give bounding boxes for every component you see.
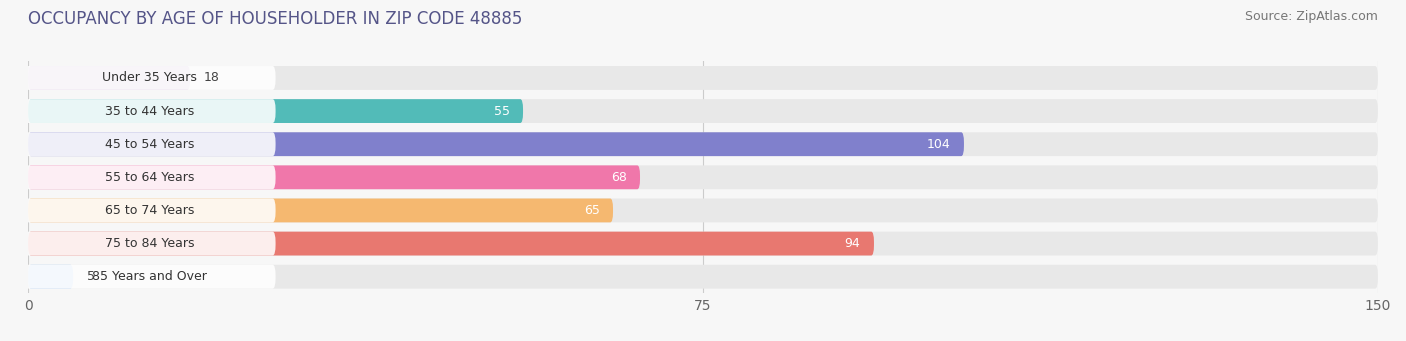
FancyBboxPatch shape bbox=[28, 165, 1378, 189]
FancyBboxPatch shape bbox=[28, 132, 965, 156]
Text: 94: 94 bbox=[845, 237, 860, 250]
Text: 35 to 44 Years: 35 to 44 Years bbox=[105, 105, 194, 118]
Text: 65: 65 bbox=[583, 204, 599, 217]
Text: 5: 5 bbox=[87, 270, 94, 283]
FancyBboxPatch shape bbox=[24, 165, 276, 189]
Text: 55: 55 bbox=[494, 105, 509, 118]
FancyBboxPatch shape bbox=[28, 265, 1378, 288]
FancyBboxPatch shape bbox=[28, 66, 190, 90]
FancyBboxPatch shape bbox=[28, 165, 640, 189]
Text: 85 Years and Over: 85 Years and Over bbox=[93, 270, 207, 283]
Text: 68: 68 bbox=[610, 171, 627, 184]
FancyBboxPatch shape bbox=[28, 232, 1378, 255]
FancyBboxPatch shape bbox=[24, 198, 276, 222]
FancyBboxPatch shape bbox=[28, 198, 1378, 222]
FancyBboxPatch shape bbox=[24, 66, 276, 90]
FancyBboxPatch shape bbox=[28, 232, 875, 255]
FancyBboxPatch shape bbox=[28, 99, 1378, 123]
Text: Under 35 Years: Under 35 Years bbox=[103, 72, 197, 85]
FancyBboxPatch shape bbox=[28, 198, 613, 222]
Text: 45 to 54 Years: 45 to 54 Years bbox=[105, 138, 194, 151]
FancyBboxPatch shape bbox=[28, 132, 1378, 156]
Text: 18: 18 bbox=[204, 72, 219, 85]
FancyBboxPatch shape bbox=[28, 99, 523, 123]
Text: 65 to 74 Years: 65 to 74 Years bbox=[105, 204, 194, 217]
FancyBboxPatch shape bbox=[24, 232, 276, 255]
Text: 104: 104 bbox=[927, 138, 950, 151]
FancyBboxPatch shape bbox=[24, 265, 276, 288]
FancyBboxPatch shape bbox=[24, 99, 276, 123]
FancyBboxPatch shape bbox=[28, 265, 73, 288]
Text: 55 to 64 Years: 55 to 64 Years bbox=[105, 171, 194, 184]
Text: OCCUPANCY BY AGE OF HOUSEHOLDER IN ZIP CODE 48885: OCCUPANCY BY AGE OF HOUSEHOLDER IN ZIP C… bbox=[28, 10, 523, 28]
Text: Source: ZipAtlas.com: Source: ZipAtlas.com bbox=[1244, 10, 1378, 23]
FancyBboxPatch shape bbox=[28, 66, 1378, 90]
Text: 75 to 84 Years: 75 to 84 Years bbox=[105, 237, 194, 250]
FancyBboxPatch shape bbox=[24, 132, 276, 156]
